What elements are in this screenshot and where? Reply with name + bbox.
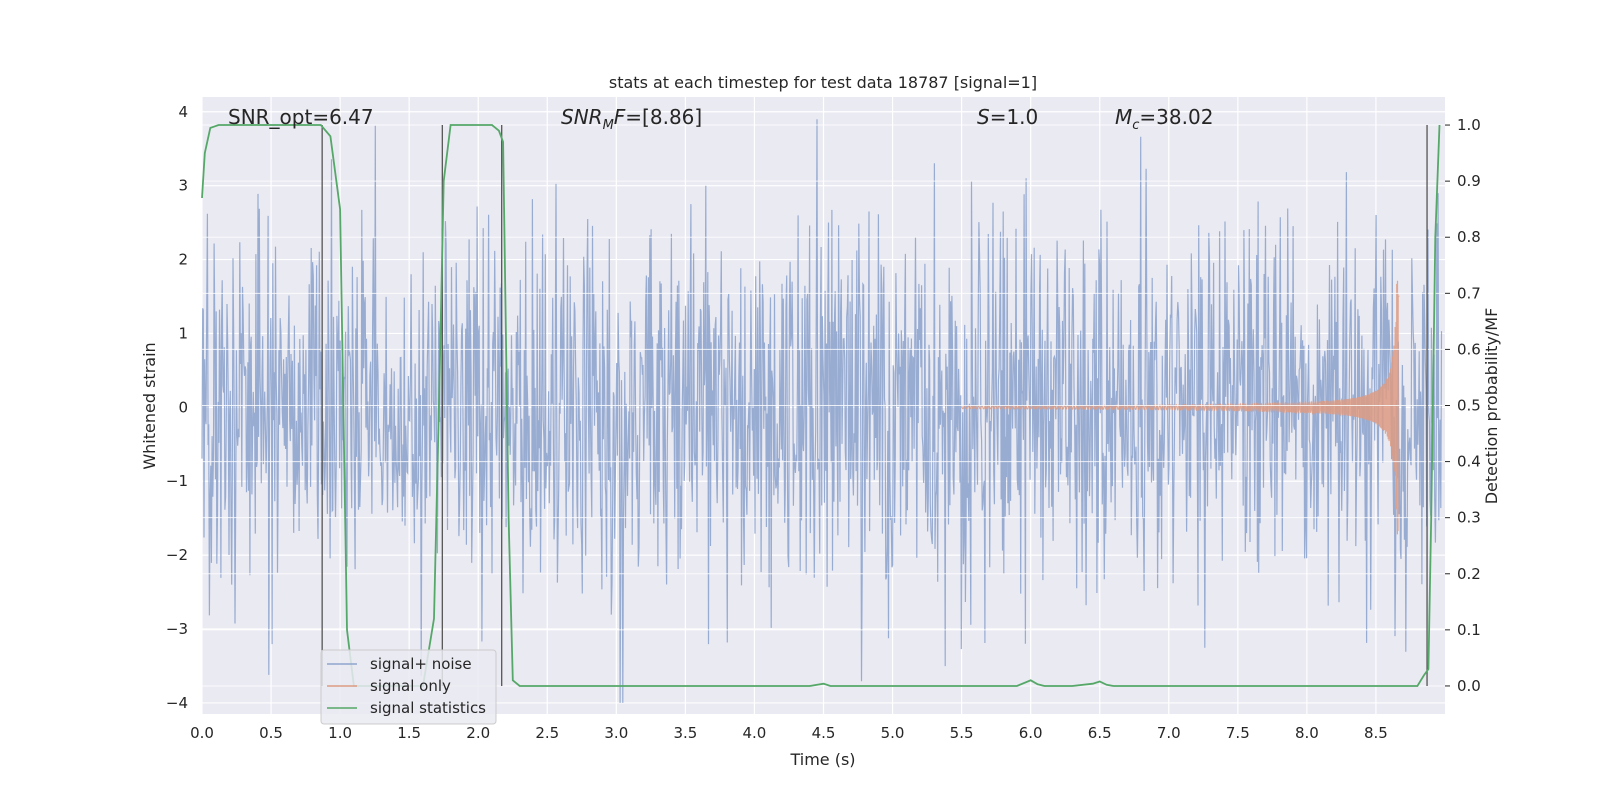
x-tick-label-10: 5.0 [881, 724, 905, 742]
y2-tick-label-3: 0.3 [1457, 509, 1481, 527]
y-tick-label-6: 2 [178, 251, 188, 269]
y2-tick-label-7: 0.7 [1457, 284, 1481, 302]
series-signal-statistics [201, 124, 1441, 687]
y2-tick-label-8: 0.8 [1457, 228, 1481, 246]
annotation-s-value: =1.0 [990, 105, 1039, 129]
annotation-snr-mf-sub: M [603, 118, 614, 133]
annotation-snr-mf-rest: F [614, 105, 626, 129]
y-tick-label-4: 0 [178, 398, 188, 416]
y2-tick-label-9: 0.9 [1457, 172, 1481, 190]
annotation-mc: Mc=38.02 [1115, 105, 1213, 133]
x-tick-label-15: 7.5 [1226, 724, 1250, 742]
line-signal-noise [201, 119, 1443, 703]
x-tick-label-0: 0.0 [190, 724, 214, 742]
y2-tick-label-4: 0.4 [1457, 453, 1481, 471]
legend-label-signal-noise: signal+ noise [370, 655, 472, 673]
annotation-s: S=1.0 [977, 105, 1038, 129]
y-axis-label: Whitened strain [140, 342, 159, 469]
legend: signal+ noise signal only signal statist… [320, 649, 497, 725]
axis-ticks: 0.0 0.5 1.0 1.5 2.0 2.5 3.0 3.5 4.0 4.5 5.0 5.5 6.0 6… [166, 103, 1481, 742]
x-tick-label-11: 5.5 [950, 724, 974, 742]
y2-tick-label-6: 0.6 [1457, 340, 1481, 358]
x-axis-label: Time (s) [789, 750, 855, 769]
series-signal-noise [201, 119, 1443, 703]
y-tick-label-5: 1 [178, 324, 188, 342]
annotation-snr-mf-value: =[8.86] [625, 105, 702, 129]
x-tick-label-13: 6.5 [1088, 724, 1112, 742]
y2-tick-label-0: 0.0 [1457, 677, 1481, 695]
legend-label-signal-statistics: signal statistics [370, 699, 486, 717]
y2-tick-label-10: 1.0 [1457, 116, 1481, 134]
y-tick-label-2: −2 [166, 546, 188, 564]
x-tick-label-7: 3.5 [673, 724, 697, 742]
y-tick-label-0: −4 [166, 694, 188, 712]
x-tick-label-14: 7.0 [1157, 724, 1181, 742]
annotation-mc-sub: c [1132, 118, 1139, 133]
annotation-snr-mf: SNRMF=[8.86] [561, 105, 702, 133]
y-tick-label-7: 3 [178, 177, 188, 195]
x-tick-label-16: 8.0 [1295, 724, 1319, 742]
y2-tick-label-5: 0.5 [1457, 397, 1481, 415]
line-signal-only [961, 280, 1400, 535]
x-tick-label-17: 8.5 [1364, 724, 1388, 742]
x-tick-label-6: 3.0 [604, 724, 628, 742]
y2-tick-label-2: 0.2 [1457, 565, 1481, 583]
annotation-mc-value: =38.02 [1139, 105, 1213, 129]
y-tick-label-8: 4 [178, 103, 188, 121]
y-tick-label-1: −3 [166, 620, 188, 638]
x-tick-label-8: 4.0 [743, 724, 767, 742]
x-tick-label-3: 1.5 [397, 724, 421, 742]
annotation-s-italic: S [977, 105, 990, 129]
legend-label-signal-only: signal only [370, 677, 451, 695]
y-tick-label-3: −1 [166, 472, 188, 490]
x-tick-label-12: 6.0 [1019, 724, 1043, 742]
annotation-snr-mf-italic: SNR [561, 105, 603, 129]
annotation-mc-italic: M [1115, 105, 1132, 129]
series-signal-only [961, 280, 1400, 535]
vertical-markers [321, 125, 1428, 686]
x-tick-label-1: 0.5 [259, 724, 283, 742]
line-signal-statistics [201, 124, 1441, 687]
x-tick-label-2: 1.0 [328, 724, 352, 742]
x-tick-label-5: 2.5 [535, 724, 559, 742]
x-tick-label-9: 4.5 [812, 724, 836, 742]
y2-tick-label-1: 0.1 [1457, 621, 1481, 639]
chart-title: stats at each timestep for test data 187… [609, 73, 1037, 92]
y2-axis-label: Detection probability/MF [1482, 308, 1501, 505]
legend-box [320, 649, 497, 725]
x-tick-label-4: 2.0 [466, 724, 490, 742]
annotation-snr-opt: SNR_opt=6.47 [228, 105, 374, 129]
